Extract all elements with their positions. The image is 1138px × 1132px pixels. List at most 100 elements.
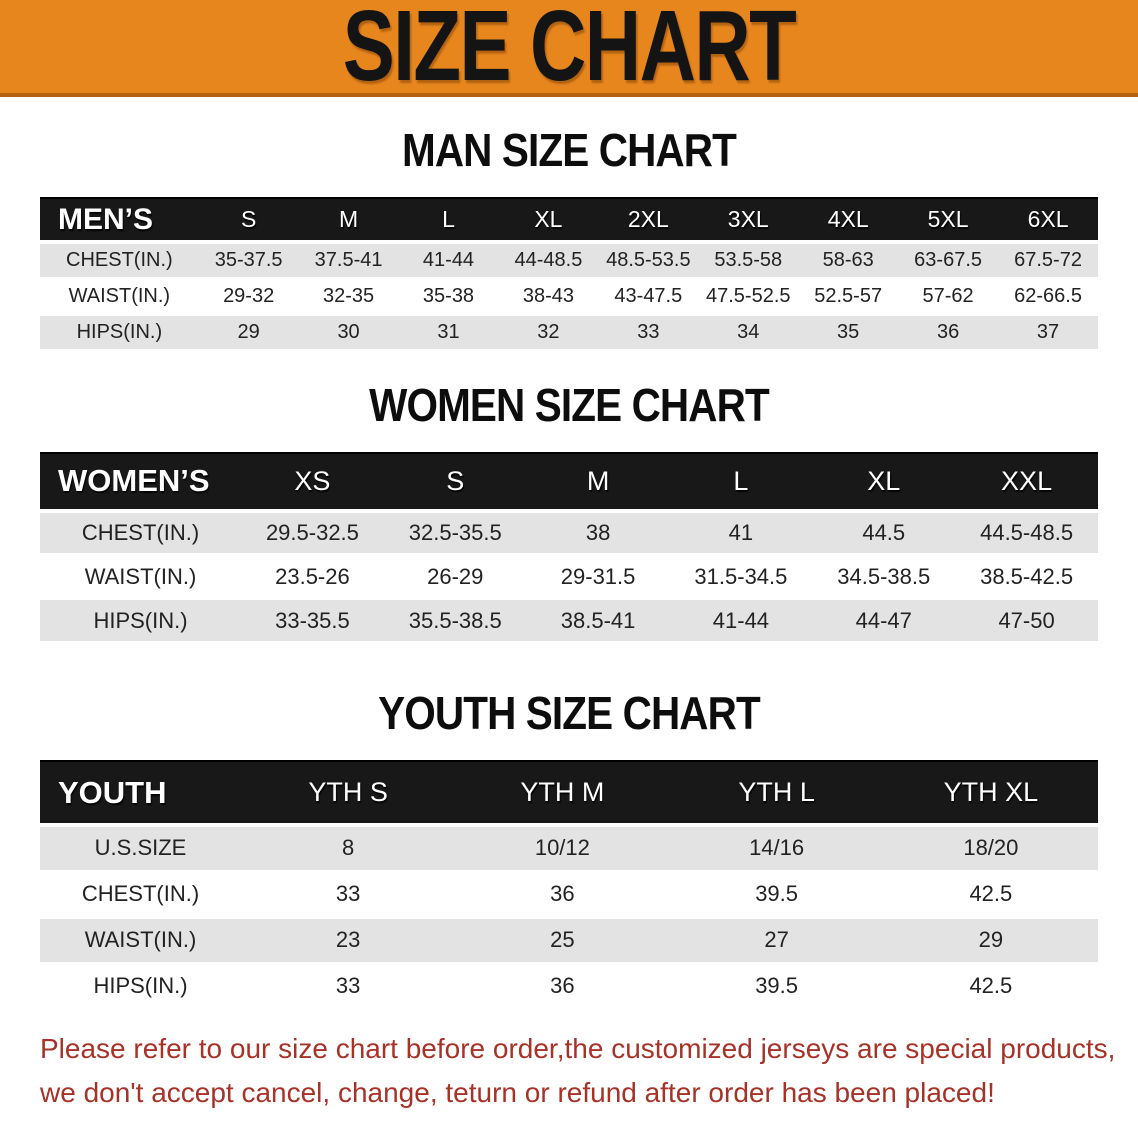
- size-value: 10/12: [455, 825, 670, 873]
- size-column-header: S: [383, 451, 527, 513]
- size-value: 36: [898, 314, 999, 352]
- measurement-row-label: HIPS(IN.): [40, 963, 242, 1011]
- table-row: CHEST(IN.) 29.5-32.5 32.5-35.5 38 41 44.5 44.5…: [40, 510, 1098, 556]
- size-value: 29-32: [198, 278, 299, 316]
- measurement-row-label: CHEST(IN.): [40, 871, 242, 919]
- disclaimer-line-2: we don't accept cancel, change, teturn o…: [40, 1077, 995, 1109]
- size-value: 23.5-26: [241, 554, 384, 600]
- size-value: 29: [198, 314, 299, 352]
- size-value: 36: [455, 871, 670, 919]
- size-value: 44.5: [812, 510, 956, 556]
- size-column-header: XL: [812, 451, 956, 513]
- size-value: 35.5-38.5: [383, 598, 527, 644]
- table-head: MEN’S S M L XL 2XL 3XL 4XL 5XL 6XL: [40, 197, 1098, 244]
- size-value: 8: [241, 825, 456, 873]
- table-head: WOMEN’S XS S M L XL XXL: [40, 451, 1098, 513]
- size-column-header: 2XL: [598, 197, 699, 244]
- size-value: 32.5-35.5: [383, 510, 527, 556]
- size-value: 39.5: [669, 963, 884, 1011]
- measurement-row-label: WAIST(IN.): [40, 554, 242, 600]
- table-row: HIPS(IN.) 29 30 31 32 33 34 35 36 37: [40, 314, 1098, 352]
- table-head: YOUTH YTH S YTH M YTH L YTH XL: [40, 760, 1098, 827]
- size-value: 37: [998, 314, 1098, 352]
- size-column-header: 3XL: [698, 197, 799, 244]
- size-value: 53.5-58: [698, 242, 799, 280]
- size-column-header: 5XL: [898, 197, 999, 244]
- section-men: MAN SIZE CHART MEN’S S M L XL 2XL 3XL 4XL 5XL 6XL…: [0, 123, 1138, 352]
- measurement-row-label: HIPS(IN.): [40, 314, 199, 352]
- size-value: 47-50: [955, 598, 1098, 644]
- section-women: WOMEN SIZE CHART WOMEN’S XS S M L XL XXL CHEST(…: [0, 378, 1138, 644]
- table-group-label: MEN’S: [40, 197, 199, 244]
- size-value: 48.5-53.5: [598, 242, 699, 280]
- size-value: 41: [669, 510, 813, 556]
- table-row: CHEST(IN.) 35-37.5 37.5-41 41-44 44-48.5 48.5…: [40, 242, 1098, 280]
- size-value: 36: [455, 963, 670, 1011]
- size-chart-content: MAN SIZE CHART MEN’S S M L XL 2XL 3XL 4XL 5XL 6XL…: [0, 123, 1138, 1116]
- table-header-row: WOMEN’S XS S M L XL XXL: [40, 451, 1098, 513]
- size-value: 38.5-42.5: [955, 554, 1098, 600]
- table-row: CHEST(IN.) 33 36 39.5 42.5: [40, 871, 1098, 919]
- table-body: CHEST(IN.) 35-37.5 37.5-41 41-44 44-48.5 48.5…: [40, 242, 1098, 352]
- size-value: 25: [455, 917, 670, 965]
- size-value: 37.5-41: [298, 242, 399, 280]
- men-size-table: MEN’S S M L XL 2XL 3XL 4XL 5XL 6XL CHEST(IN.) 35-37…: [40, 197, 1098, 352]
- size-column-header: 4XL: [798, 197, 899, 244]
- table-row: WAIST(IN.) 23.5-26 26-29 29-31.5 31.5-34.5 34…: [40, 554, 1098, 600]
- size-value: 31.5-34.5: [669, 554, 813, 600]
- measurement-row-label: HIPS(IN.): [40, 598, 242, 644]
- size-value: 34.5-38.5: [812, 554, 956, 600]
- size-value: 41-44: [669, 598, 813, 644]
- size-value: 35-38: [398, 278, 499, 316]
- size-value: 29-31.5: [526, 554, 670, 600]
- disclaimer-line-1: Please refer to our size chart before or…: [40, 1032, 1116, 1064]
- size-value: 34: [698, 314, 799, 352]
- size-value: 41-44: [398, 242, 499, 280]
- size-value: 32: [498, 314, 599, 352]
- size-column-header: YTH S: [241, 760, 456, 827]
- size-value: 44.5-48.5: [955, 510, 1098, 556]
- size-value: 62-66.5: [998, 278, 1098, 316]
- measurement-row-label: CHEST(IN.): [40, 510, 242, 556]
- table-header-row: YOUTH YTH S YTH M YTH L YTH XL: [40, 760, 1098, 827]
- size-column-header: 6XL: [998, 197, 1098, 244]
- size-value: 38: [526, 510, 670, 556]
- youth-size-table: YOUTH YTH S YTH M YTH L YTH XL U.S.SIZE 8 10/12…: [40, 760, 1098, 1011]
- size-value: 26-29: [383, 554, 527, 600]
- size-column-header: XS: [241, 451, 384, 513]
- size-column-header: M: [526, 451, 670, 513]
- size-value: 38-43: [498, 278, 599, 316]
- table-row: U.S.SIZE 8 10/12 14/16 18/20: [40, 825, 1098, 873]
- size-value: 67.5-72: [998, 242, 1098, 280]
- table-row: WAIST(IN.) 29-32 32-35 35-38 38-43 43-47.5 47.…: [40, 278, 1098, 316]
- size-value: 43-47.5: [598, 278, 699, 316]
- size-column-header: YTH M: [455, 760, 670, 827]
- size-column-header: YTH XL: [883, 760, 1098, 827]
- size-value: 35: [798, 314, 899, 352]
- measurement-row-label: WAIST(IN.): [40, 278, 199, 316]
- size-value: 52.5-57: [798, 278, 899, 316]
- table-group-label: YOUTH: [40, 760, 242, 827]
- table-body: CHEST(IN.) 29.5-32.5 32.5-35.5 38 41 44.5 44.5…: [40, 510, 1098, 644]
- women-section-heading: WOMEN SIZE CHART: [369, 378, 770, 431]
- size-column-header: L: [398, 197, 499, 244]
- size-value: 44-48.5: [498, 242, 599, 280]
- size-column-header: XL: [498, 197, 599, 244]
- size-column-header: YTH L: [669, 760, 884, 827]
- size-column-header: S: [198, 197, 299, 244]
- size-value: 33-35.5: [241, 598, 384, 644]
- size-value: 42.5: [883, 871, 1098, 919]
- size-value: 29: [883, 917, 1098, 965]
- size-value: 57-62: [898, 278, 999, 316]
- size-value: 63-67.5: [898, 242, 999, 280]
- size-chart-banner: SIZE CHART: [0, 0, 1138, 97]
- size-value: 42.5: [883, 963, 1098, 1011]
- measurement-row-label: CHEST(IN.): [40, 242, 199, 280]
- size-value: 31: [398, 314, 499, 352]
- size-value: 47.5-52.5: [698, 278, 799, 316]
- table-group-label: WOMEN’S: [40, 451, 242, 513]
- size-value: 38.5-41: [526, 598, 670, 644]
- size-value: 33: [241, 963, 456, 1011]
- size-value: 33: [241, 871, 456, 919]
- size-value: 23: [241, 917, 456, 965]
